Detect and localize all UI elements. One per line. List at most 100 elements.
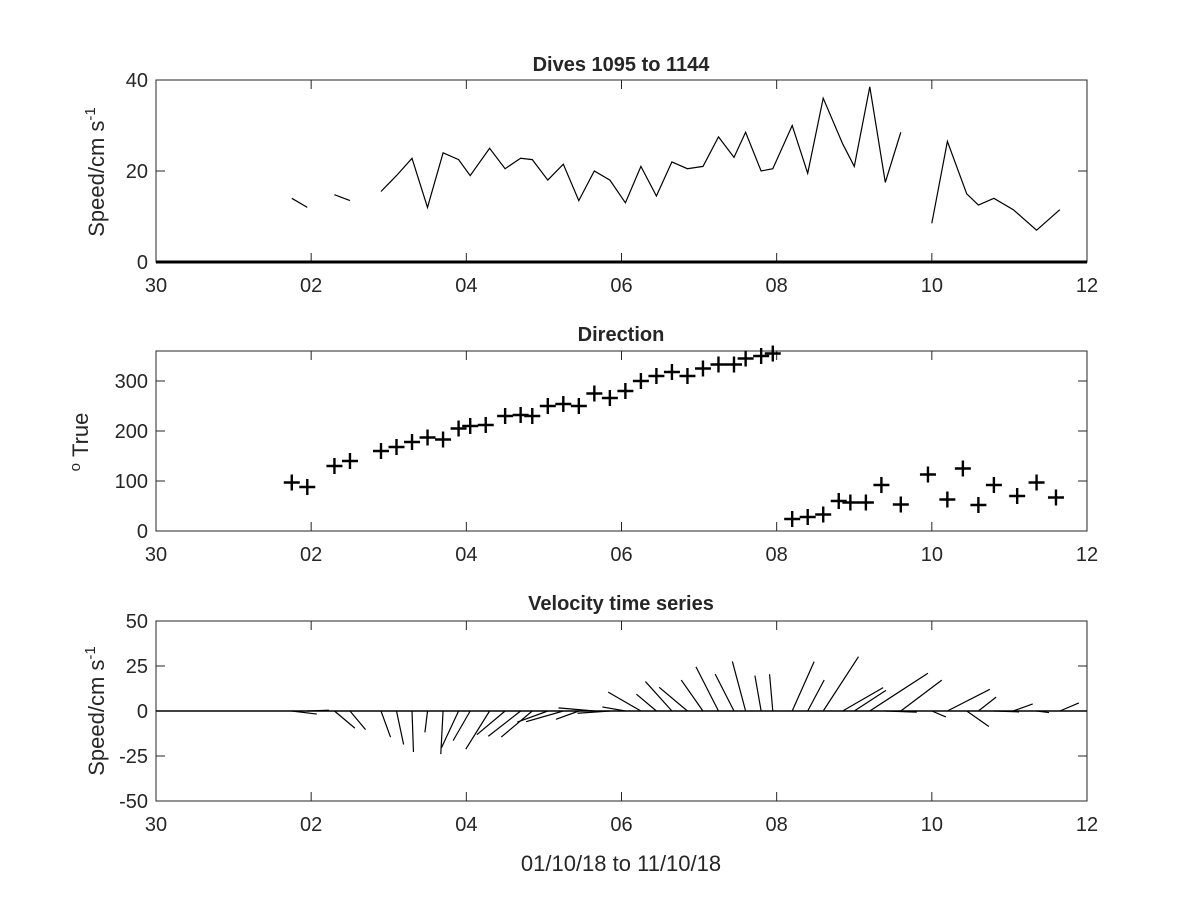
x-tick-label: 02 — [300, 544, 322, 566]
y-tick-label: 0 — [137, 252, 148, 274]
velocity-stick — [291, 710, 317, 715]
velocity-stick — [807, 679, 825, 712]
direction-point — [663, 364, 680, 380]
y-tick-label: 200 — [115, 421, 148, 443]
velocity-stick — [658, 686, 688, 712]
velocity-stick — [791, 661, 815, 712]
y-tick-label: 0 — [137, 701, 148, 723]
velocity-stick — [853, 689, 887, 712]
x-tick-label: 06 — [610, 814, 632, 836]
velocity-stick — [1059, 702, 1080, 712]
direction-point — [326, 458, 343, 474]
y-tick-label: 100 — [115, 471, 148, 493]
direction-panel-title: Direction — [578, 324, 665, 346]
speed-line-segment — [334, 194, 351, 202]
direction-panel-ylabel: oTrue — [67, 413, 93, 472]
velocity-stick — [555, 710, 580, 720]
x-tick-label: 04 — [455, 275, 477, 297]
velocity-stick — [714, 673, 735, 712]
direction-point — [372, 443, 389, 459]
direction-point — [764, 345, 781, 362]
direction-point — [539, 398, 556, 414]
velocity-stick — [966, 710, 990, 727]
x-tick-label: 04 — [455, 814, 477, 836]
y-tick-label: 20 — [126, 161, 148, 183]
velocity-panel: Velocity time series Speed/cm s-1 01/10/… — [82, 593, 1098, 876]
y-tick-label: 300 — [115, 371, 148, 393]
direction-point — [435, 431, 452, 448]
direction-point — [737, 350, 754, 367]
speed-panel-ylabel: Speed/cm s-1 — [82, 107, 109, 237]
direction-point — [497, 408, 514, 424]
velocity-stick — [395, 710, 405, 745]
direction-point — [892, 496, 909, 513]
speed-panel: Dives 1095 to 1144 Speed/cm s-1 30 02 04 06… — [82, 54, 1098, 297]
direction-point — [694, 360, 711, 377]
velocity-stick — [452, 710, 471, 741]
velocity-stick — [869, 672, 929, 712]
direction-point — [299, 479, 316, 495]
direction-point — [632, 373, 649, 389]
velocity-stick — [380, 710, 392, 738]
direction-point — [1047, 489, 1064, 506]
velocity-stick — [731, 661, 747, 712]
velocity-stick — [525, 710, 564, 723]
velocity-stick — [349, 710, 367, 731]
direction-point — [679, 368, 696, 384]
x-tick-label: 08 — [766, 814, 788, 836]
velocity-stick — [607, 691, 642, 712]
velocity-panel-xlabel: 01/10/18 to 11/10/18 — [521, 851, 721, 876]
direction-point — [970, 497, 987, 513]
direction-point — [710, 356, 727, 373]
direction-point — [753, 348, 770, 364]
direction-point — [570, 398, 587, 414]
velocity-stick — [602, 706, 626, 712]
direction-point — [954, 460, 971, 477]
velocity-stick — [334, 710, 356, 729]
x-tick-label: 02 — [300, 275, 322, 297]
direction-point — [388, 439, 405, 455]
speed-line-segment — [931, 139, 1061, 231]
direction-point — [1028, 474, 1045, 491]
direction-point — [873, 477, 890, 493]
direction-point — [799, 509, 816, 525]
velocity-stick — [500, 710, 533, 738]
y-tick-label: 50 — [126, 611, 148, 633]
y-tick-label: -50 — [119, 791, 148, 813]
direction-point — [830, 493, 847, 509]
y-tick-label: 0 — [137, 521, 148, 543]
velocity-stick — [978, 696, 997, 712]
x-tick-label: 06 — [610, 275, 632, 297]
direction-point — [555, 396, 572, 412]
x-tick-label: 12 — [1076, 544, 1098, 566]
direction-point — [283, 474, 300, 491]
plot-frame — [155, 79, 1088, 263]
velocity-stick — [900, 679, 943, 712]
velocity-stick — [768, 674, 774, 712]
direction-point — [419, 429, 436, 446]
velocity-panel-ylabel: Speed/cm s-1 — [82, 646, 109, 776]
direction-point — [524, 408, 541, 424]
y-tick-label: 40 — [126, 70, 148, 92]
x-tick-label: 10 — [921, 814, 943, 836]
direction-point — [601, 390, 618, 406]
velocity-stick — [680, 679, 704, 712]
velocity-stick — [577, 710, 610, 714]
velocity-stick — [440, 710, 460, 748]
velocity-stick — [424, 710, 429, 733]
direction-point — [462, 418, 479, 434]
y-tick-label: 25 — [126, 656, 148, 678]
speed-line-segment — [380, 86, 902, 210]
direction-point — [450, 420, 467, 437]
velocity-stick — [695, 666, 720, 712]
direction-point — [815, 506, 832, 523]
x-tick-label: 10 — [921, 275, 943, 297]
direction-point — [617, 383, 634, 399]
speed-line-segment — [291, 197, 308, 208]
velocity-stick — [517, 710, 549, 723]
velocity-stick — [931, 710, 947, 718]
x-tick-label: 02 — [300, 814, 322, 836]
velocity-stick — [993, 710, 1020, 713]
x-tick-label: 30 — [145, 275, 167, 297]
